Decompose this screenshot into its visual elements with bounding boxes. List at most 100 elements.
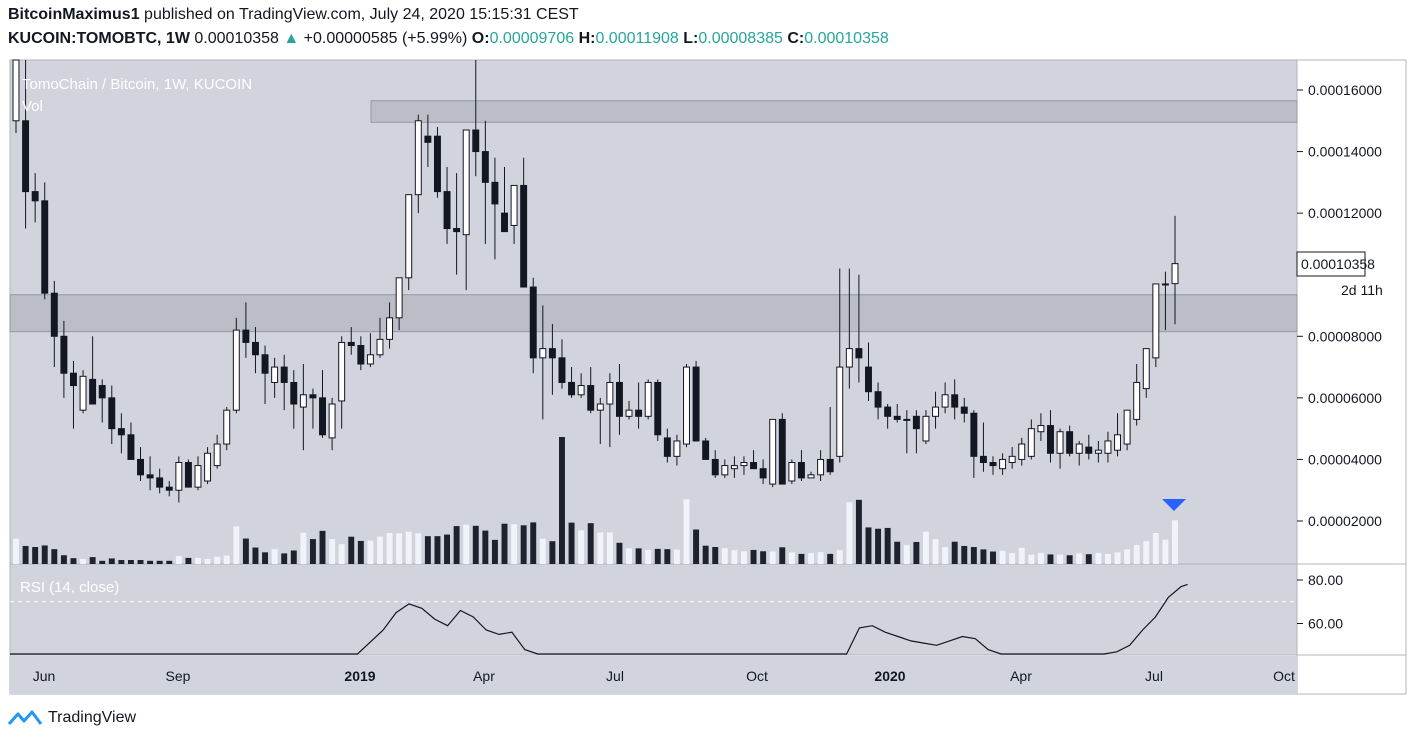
- candle-body: [137, 458, 144, 476]
- volume-bar: [808, 553, 814, 564]
- candle-body: [529, 286, 537, 359]
- candle-body: [1142, 348, 1150, 390]
- candle-body: [826, 458, 834, 473]
- candle-body: [98, 385, 106, 399]
- candle-body: [912, 415, 920, 430]
- time-tick-label: 2020: [874, 668, 905, 684]
- candle-body: [376, 338, 384, 356]
- candle-body: [932, 406, 940, 417]
- author-name[interactable]: BitcoinMaximus1: [8, 6, 140, 23]
- volume-bar: [89, 557, 96, 564]
- volume-bar: [769, 551, 776, 564]
- volume-bar: [22, 545, 29, 564]
- volume-bar: [970, 547, 977, 564]
- volume-bar: [693, 529, 700, 564]
- volume-bar: [1057, 554, 1064, 564]
- volume-bar: [501, 523, 508, 564]
- countdown-tag: [1335, 278, 1370, 302]
- volume-bar: [434, 536, 441, 564]
- brand[interactable]: TradingView: [8, 708, 136, 728]
- volume-bar: [1066, 555, 1073, 564]
- ohlc-line: KUCOIN:TOMOBTC, 1W 0.00010358 ▲ +0.00000…: [8, 30, 889, 48]
- volume-bar: [922, 531, 929, 564]
- volume-bar: [539, 538, 546, 564]
- volume-bar: [616, 542, 623, 564]
- candle-body: [271, 366, 279, 383]
- low-value: 0.00008385: [698, 30, 783, 47]
- candle-body: [462, 129, 470, 236]
- volume-bar: [1114, 552, 1121, 564]
- open-value: 0.00009706: [489, 30, 575, 47]
- candle-body: [386, 317, 394, 340]
- volume-bar: [932, 539, 939, 564]
- candle-body: [453, 228, 461, 233]
- time-tick-label: Jul: [1145, 668, 1163, 684]
- candle-body: [1085, 446, 1093, 454]
- candle-body: [443, 191, 451, 230]
- volume-bar: [281, 553, 288, 564]
- volume-bar: [108, 558, 115, 564]
- price-tick-label: 0.00016000: [1308, 82, 1382, 98]
- candle-body: [692, 366, 700, 442]
- volume-bar: [214, 556, 221, 564]
- candle-body: [683, 366, 690, 445]
- candle-body: [893, 415, 901, 420]
- volume-bar: [195, 557, 201, 564]
- volume-bar: [913, 541, 920, 564]
- candle-body: [788, 462, 796, 482]
- volume-bar: [721, 548, 728, 564]
- open-label: O:: [471, 30, 490, 47]
- publish-line: BitcoinMaximus1 published on TradingView…: [8, 6, 579, 24]
- volume-bar: [1085, 554, 1092, 564]
- candle-body: [960, 406, 968, 414]
- candle-body: [223, 409, 231, 445]
- volume-bar: [1076, 553, 1083, 564]
- time-tick-label: Oct: [1273, 668, 1295, 684]
- volume-bar: [60, 555, 67, 564]
- volume-bar: [942, 547, 949, 564]
- candle-body: [89, 378, 97, 405]
- volume-bar: [377, 536, 383, 564]
- volume-bar: [463, 524, 470, 564]
- candle-body: [721, 465, 729, 476]
- volume-bar: [1009, 553, 1016, 564]
- rsi-tick-label: 80.00: [1308, 572, 1343, 588]
- volume-bar: [1133, 545, 1140, 564]
- candle-body: [1008, 455, 1016, 464]
- close-value: 0.00010358: [804, 30, 889, 47]
- candle-body: [405, 194, 413, 279]
- candle-body: [1075, 443, 1083, 454]
- volume-label: Vol: [22, 98, 43, 115]
- candle-body: [874, 391, 882, 408]
- volume-bar: [147, 560, 154, 564]
- candle-body: [328, 403, 336, 439]
- volume-bar: [798, 553, 805, 564]
- candle-body: [836, 366, 844, 457]
- resistance-zones: [9, 100, 1298, 333]
- volume-bar: [99, 560, 106, 564]
- last-price-tag: [1296, 251, 1366, 277]
- candle-body: [127, 434, 135, 460]
- candle-body: [1104, 440, 1112, 454]
- publish-info: published on TradingView.com, July 24, 2…: [139, 6, 579, 23]
- signal-arrow-icon: [1162, 499, 1186, 511]
- candle-body: [357, 345, 365, 365]
- volume-bar: [127, 560, 134, 564]
- candle-body: [999, 458, 1007, 470]
- candle-body: [1171, 263, 1179, 285]
- candle-body: [242, 329, 250, 343]
- time-tick-label: Jun: [33, 668, 56, 684]
- candle-body: [1133, 381, 1141, 420]
- volume-bar: [999, 550, 1006, 564]
- volume-bar: [32, 547, 39, 564]
- candle-body: [1114, 434, 1121, 451]
- rsi-pane: [10, 583, 1297, 655]
- rsi-tick-label: 60.00: [1308, 616, 1343, 632]
- price-tick-label: 0.00008000: [1308, 328, 1382, 344]
- candle-body: [194, 465, 202, 488]
- volume-bar: [846, 502, 853, 564]
- volume-bar: [271, 549, 278, 564]
- volume-bar: [836, 550, 843, 564]
- candle-body: [587, 385, 595, 411]
